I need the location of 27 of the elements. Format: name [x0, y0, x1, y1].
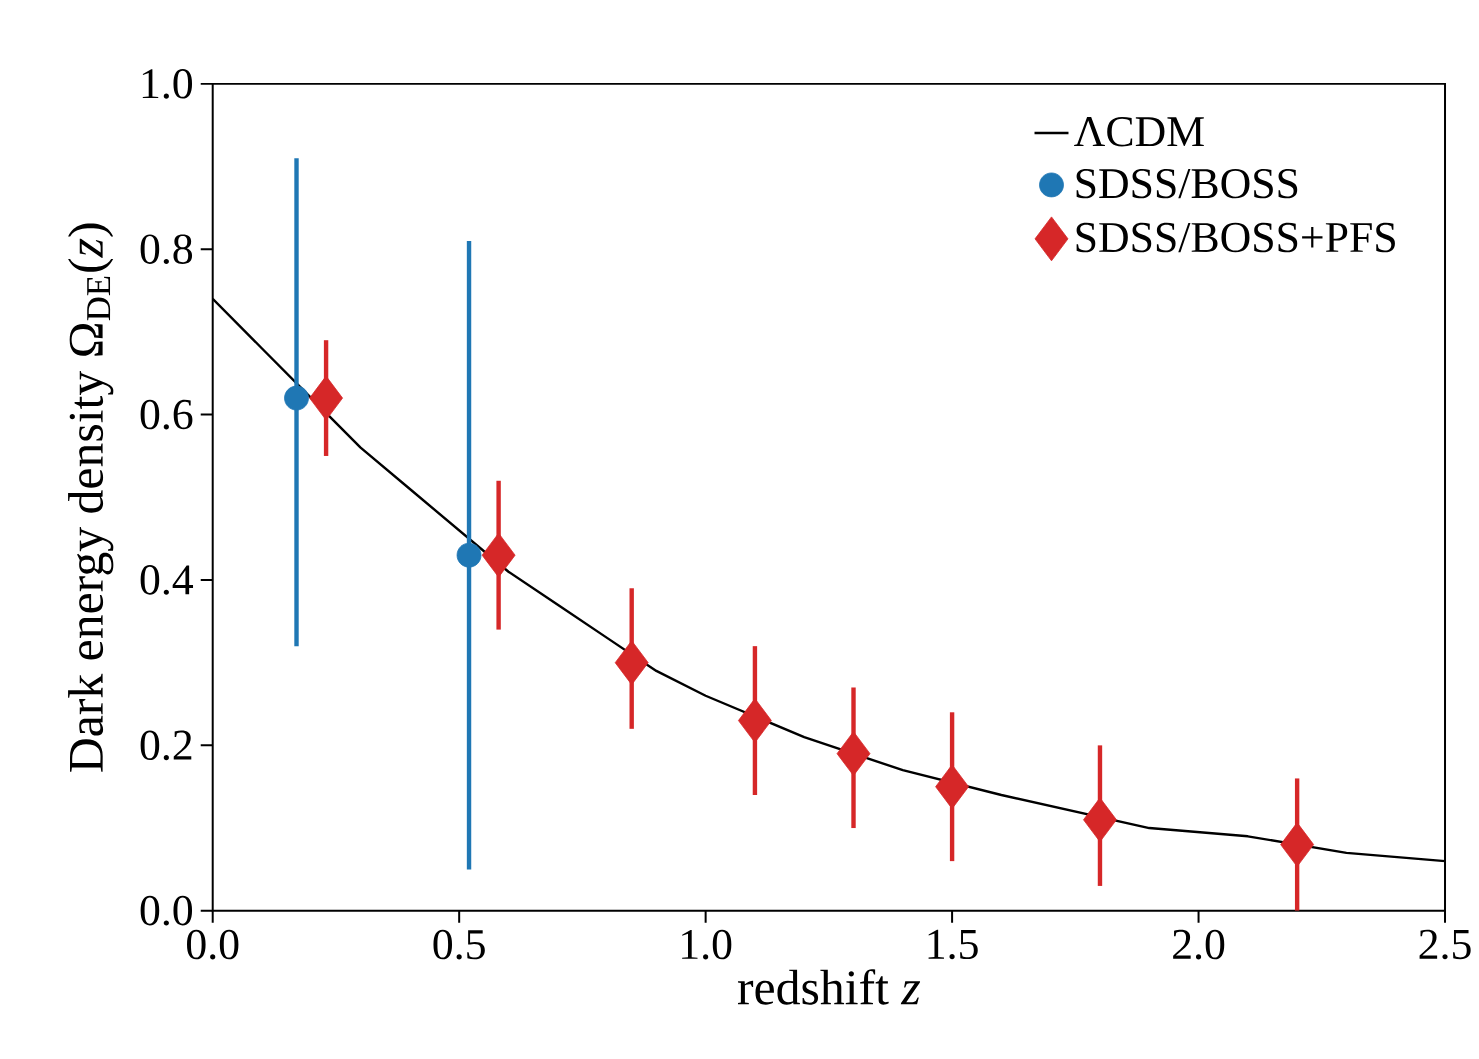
point [481, 533, 516, 578]
x-tick-label: 1.5 [928, 929, 978, 960]
point [836, 731, 871, 777]
x-tick-label: 2.0 [1173, 929, 1225, 960]
point [935, 764, 969, 810]
x-tick-label: 1.0 [682, 929, 732, 960]
y-tick-label: 0.2 [140, 730, 192, 761]
x-axis-title: redshift z [737, 969, 921, 1005]
legend-label: SDSS/BOSS+PFS [1076, 223, 1395, 253]
x-tick-label: 0.0 [187, 929, 239, 960]
point [738, 698, 772, 744]
y-tick-label: 0.8 [140, 234, 193, 265]
y-axis-title: Dark energy density Ω$_{DE}$(z) [68, 223, 114, 772]
legend-label: SDSS/BOSS [1076, 169, 1298, 199]
point [1280, 822, 1315, 868]
y-tick-label: 0.4 [140, 565, 194, 596]
x-tick-label: 0.5 [433, 929, 485, 960]
point [309, 375, 343, 421]
y-tick-label: 0.6 [140, 399, 193, 430]
legend-label: ΛCDM [1074, 117, 1204, 147]
x-tick-label: 2.5 [1419, 929, 1471, 960]
point [614, 640, 649, 686]
y-tick-label: 0.0 [140, 896, 193, 926]
point [456, 543, 482, 568]
point [1083, 797, 1117, 843]
y-tick-label: 1.0 [142, 69, 193, 99]
point [284, 385, 309, 411]
